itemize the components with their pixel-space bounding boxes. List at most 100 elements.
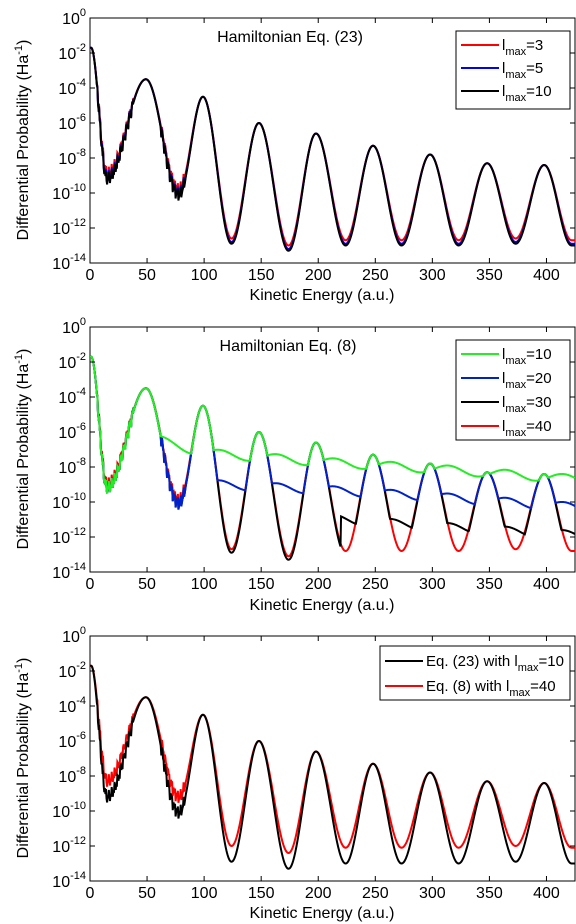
x-tick-label: 0 — [86, 267, 95, 284]
x-axis-label: Kinetic Energy (a.u.) — [250, 905, 395, 922]
y-tick-base: 10 — [62, 11, 80, 28]
y-tick-base: 10 — [62, 320, 80, 337]
y-axis-label: Differential Probability (Ha-1) — [13, 40, 32, 241]
y-axis-label-sup: -1 — [13, 663, 25, 673]
y-tick-base: 10 — [52, 839, 70, 856]
x-tick-label: 100 — [191, 267, 218, 284]
legend-entry: lmax=30 — [502, 394, 552, 415]
y-axis-label-sup: -1 — [13, 354, 25, 364]
series-line — [90, 355, 575, 494]
x-axis-label: Kinetic Energy (a.u.) — [250, 287, 395, 304]
y-tick-label: 10-2 — [58, 351, 86, 372]
legend-entry-sub: max — [518, 662, 539, 674]
y-tick-exp: -4 — [76, 695, 86, 707]
x-tick-label: 400 — [533, 267, 560, 284]
x-tick-label: 100 — [191, 885, 218, 902]
series-line — [90, 664, 575, 870]
panel-annotation: Hamiltonian Eq. (23) — [217, 29, 363, 46]
y-axis-label-main: Differential Probability (Ha — [15, 673, 32, 859]
y-tick-exp: -12 — [70, 835, 86, 847]
y-tick-base: 10 — [52, 256, 70, 273]
y-axis-label: Differential Probability (Ha-1) — [13, 349, 32, 550]
legend-entry: lmax=3 — [502, 37, 543, 58]
x-tick-label: 200 — [305, 267, 332, 284]
x-tick-label: 100 — [191, 576, 218, 593]
legend-entry-pre: l — [502, 37, 505, 54]
y-tick-base: 10 — [58, 460, 76, 477]
legend-entry-post: =10 — [526, 83, 551, 100]
x-tick-label: 400 — [533, 576, 560, 593]
y-tick-label: 10-2 — [58, 42, 86, 63]
y-tick-base: 10 — [52, 530, 70, 547]
x-tick-label: 300 — [419, 885, 446, 902]
y-tick-label: 10-12 — [52, 217, 86, 238]
x-ticks: 0 50 100 150 200 250 300 350 400 — [86, 327, 560, 593]
legend-entry-sub: max — [505, 379, 526, 391]
legend-entry-post: =30 — [526, 394, 551, 411]
y-tick-label: 100 — [62, 625, 86, 646]
legend-entry-post: =3 — [526, 37, 543, 54]
y-tick-label: 10-8 — [58, 456, 86, 477]
y-axis-label: Differential Probability (Ha-1) — [13, 658, 32, 859]
y-tick-base: 10 — [58, 734, 76, 751]
y-tick-label: 10-14 — [52, 870, 86, 891]
legend-entry: lmax=5 — [502, 60, 543, 81]
legend-entry-pre: l — [502, 83, 505, 100]
y-tick-exp: -14 — [70, 870, 86, 882]
series-line — [90, 46, 575, 252]
x-tick-label: 200 — [305, 576, 332, 593]
legend-entry-pre: Eq. (8) with l — [426, 678, 509, 695]
x-ticks: 0 50 100 150 200 250 300 350 400 — [86, 18, 560, 284]
x-tick-label: 300 — [419, 267, 446, 284]
legend-entry-pre: l — [502, 346, 505, 363]
y-tick-base: 10 — [52, 495, 70, 512]
y-tick-exp: -12 — [70, 526, 86, 538]
x-tick-label: 350 — [476, 267, 503, 284]
y-tick-label: 10-8 — [58, 147, 86, 168]
y-tick-exp: -10 — [70, 800, 86, 812]
x-tick-label: 50 — [138, 267, 156, 284]
y-tick-exp: -8 — [76, 765, 86, 777]
y-axis-label-main: Differential Probability (Ha — [15, 364, 32, 550]
y-tick-label: 10-10 — [52, 491, 86, 512]
y-tick-base: 10 — [62, 629, 80, 646]
legend-entry: Eq. (8) with lmax=40 — [426, 678, 556, 699]
y-tick-exp: -4 — [76, 77, 86, 89]
series-group — [90, 355, 575, 561]
x-tick-label: 50 — [138, 576, 156, 593]
x-tick-label: 300 — [419, 576, 446, 593]
legend-entry-sub: max — [505, 355, 526, 367]
legend-entry-post: =20 — [526, 370, 551, 387]
y-tick-exp: -2 — [76, 42, 86, 54]
legend-entry-post: =10 — [526, 346, 551, 363]
legend-entry-pre: l — [502, 394, 505, 411]
x-tick-label: 0 — [86, 885, 95, 902]
y-tick-base: 10 — [58, 769, 76, 786]
y-tick-label: 10-6 — [58, 112, 86, 133]
y-tick-exp: -8 — [76, 456, 86, 468]
legend-box — [455, 339, 571, 441]
y-tick-base: 10 — [58, 425, 76, 442]
x-tick-label: 250 — [362, 576, 389, 593]
y-tick-exp: -6 — [76, 421, 86, 433]
y-axis-label-end: ) — [15, 40, 32, 45]
y-tick-exp: -8 — [76, 147, 86, 159]
y-tick-exp: -12 — [70, 217, 86, 229]
y-tick-label: 10-4 — [58, 695, 86, 716]
legend-entry: lmax=10 — [502, 346, 552, 367]
y-tick-base: 10 — [58, 390, 76, 407]
y-axis-label-main: Differential Probability (Ha — [15, 55, 32, 241]
y-tick-base: 10 — [52, 804, 70, 821]
legend-entry-post: =10 — [538, 653, 563, 670]
y-tick-exp: -10 — [70, 182, 86, 194]
